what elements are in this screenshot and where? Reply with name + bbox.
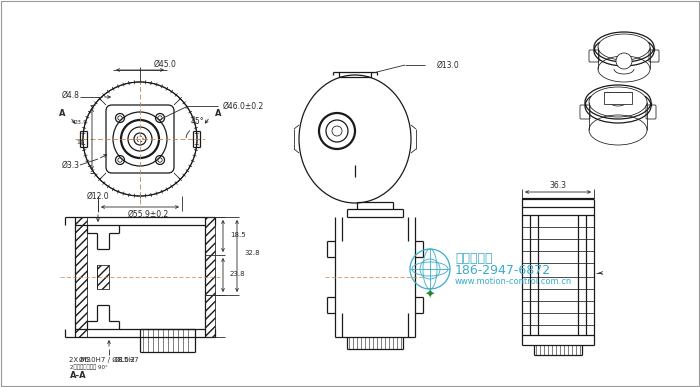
Text: Ø46.0±0.2: Ø46.0±0.2 xyxy=(223,101,264,111)
Text: 23.8: 23.8 xyxy=(230,271,246,277)
Text: Ø15.2: Ø15.2 xyxy=(115,357,135,363)
Text: Ø13.0: Ø13.0 xyxy=(437,60,459,70)
Circle shape xyxy=(332,126,342,136)
Text: Ø6.0H7 / Ø8.0H7: Ø6.0H7 / Ø8.0H7 xyxy=(79,357,139,363)
Bar xyxy=(205,217,215,337)
Bar xyxy=(97,265,109,289)
Text: 11: 11 xyxy=(76,140,84,146)
Text: 186-2947-6872: 186-2947-6872 xyxy=(455,264,551,277)
Text: Ø55.9±0.2: Ø55.9±0.2 xyxy=(127,209,169,219)
Bar xyxy=(75,217,87,337)
Circle shape xyxy=(616,53,632,69)
Text: Ø12.0: Ø12.0 xyxy=(87,192,109,200)
Text: A-A: A-A xyxy=(70,370,87,380)
Text: 西安德伍拓: 西安德伍拓 xyxy=(455,252,493,265)
Text: 36.3: 36.3 xyxy=(550,182,566,190)
Text: Ø4.8: Ø4.8 xyxy=(62,91,80,99)
Text: 32.8: 32.8 xyxy=(244,250,260,256)
Text: A: A xyxy=(215,108,221,118)
Text: Ø45.0: Ø45.0 xyxy=(153,60,176,68)
Text: 2X M3: 2X M3 xyxy=(69,357,91,363)
Text: 23.1: 23.1 xyxy=(73,120,87,125)
Text: 45°: 45° xyxy=(190,116,204,125)
Text: 18.5: 18.5 xyxy=(230,232,246,238)
Text: Ø3.3: Ø3.3 xyxy=(62,161,80,170)
Text: 2个安装螺钉相差 90°: 2个安装螺钉相差 90° xyxy=(70,364,108,370)
Text: www.motion-control.com.cn: www.motion-control.com.cn xyxy=(455,277,573,286)
Bar xyxy=(604,92,632,104)
Text: ✦: ✦ xyxy=(425,288,435,301)
Text: A: A xyxy=(59,108,65,118)
